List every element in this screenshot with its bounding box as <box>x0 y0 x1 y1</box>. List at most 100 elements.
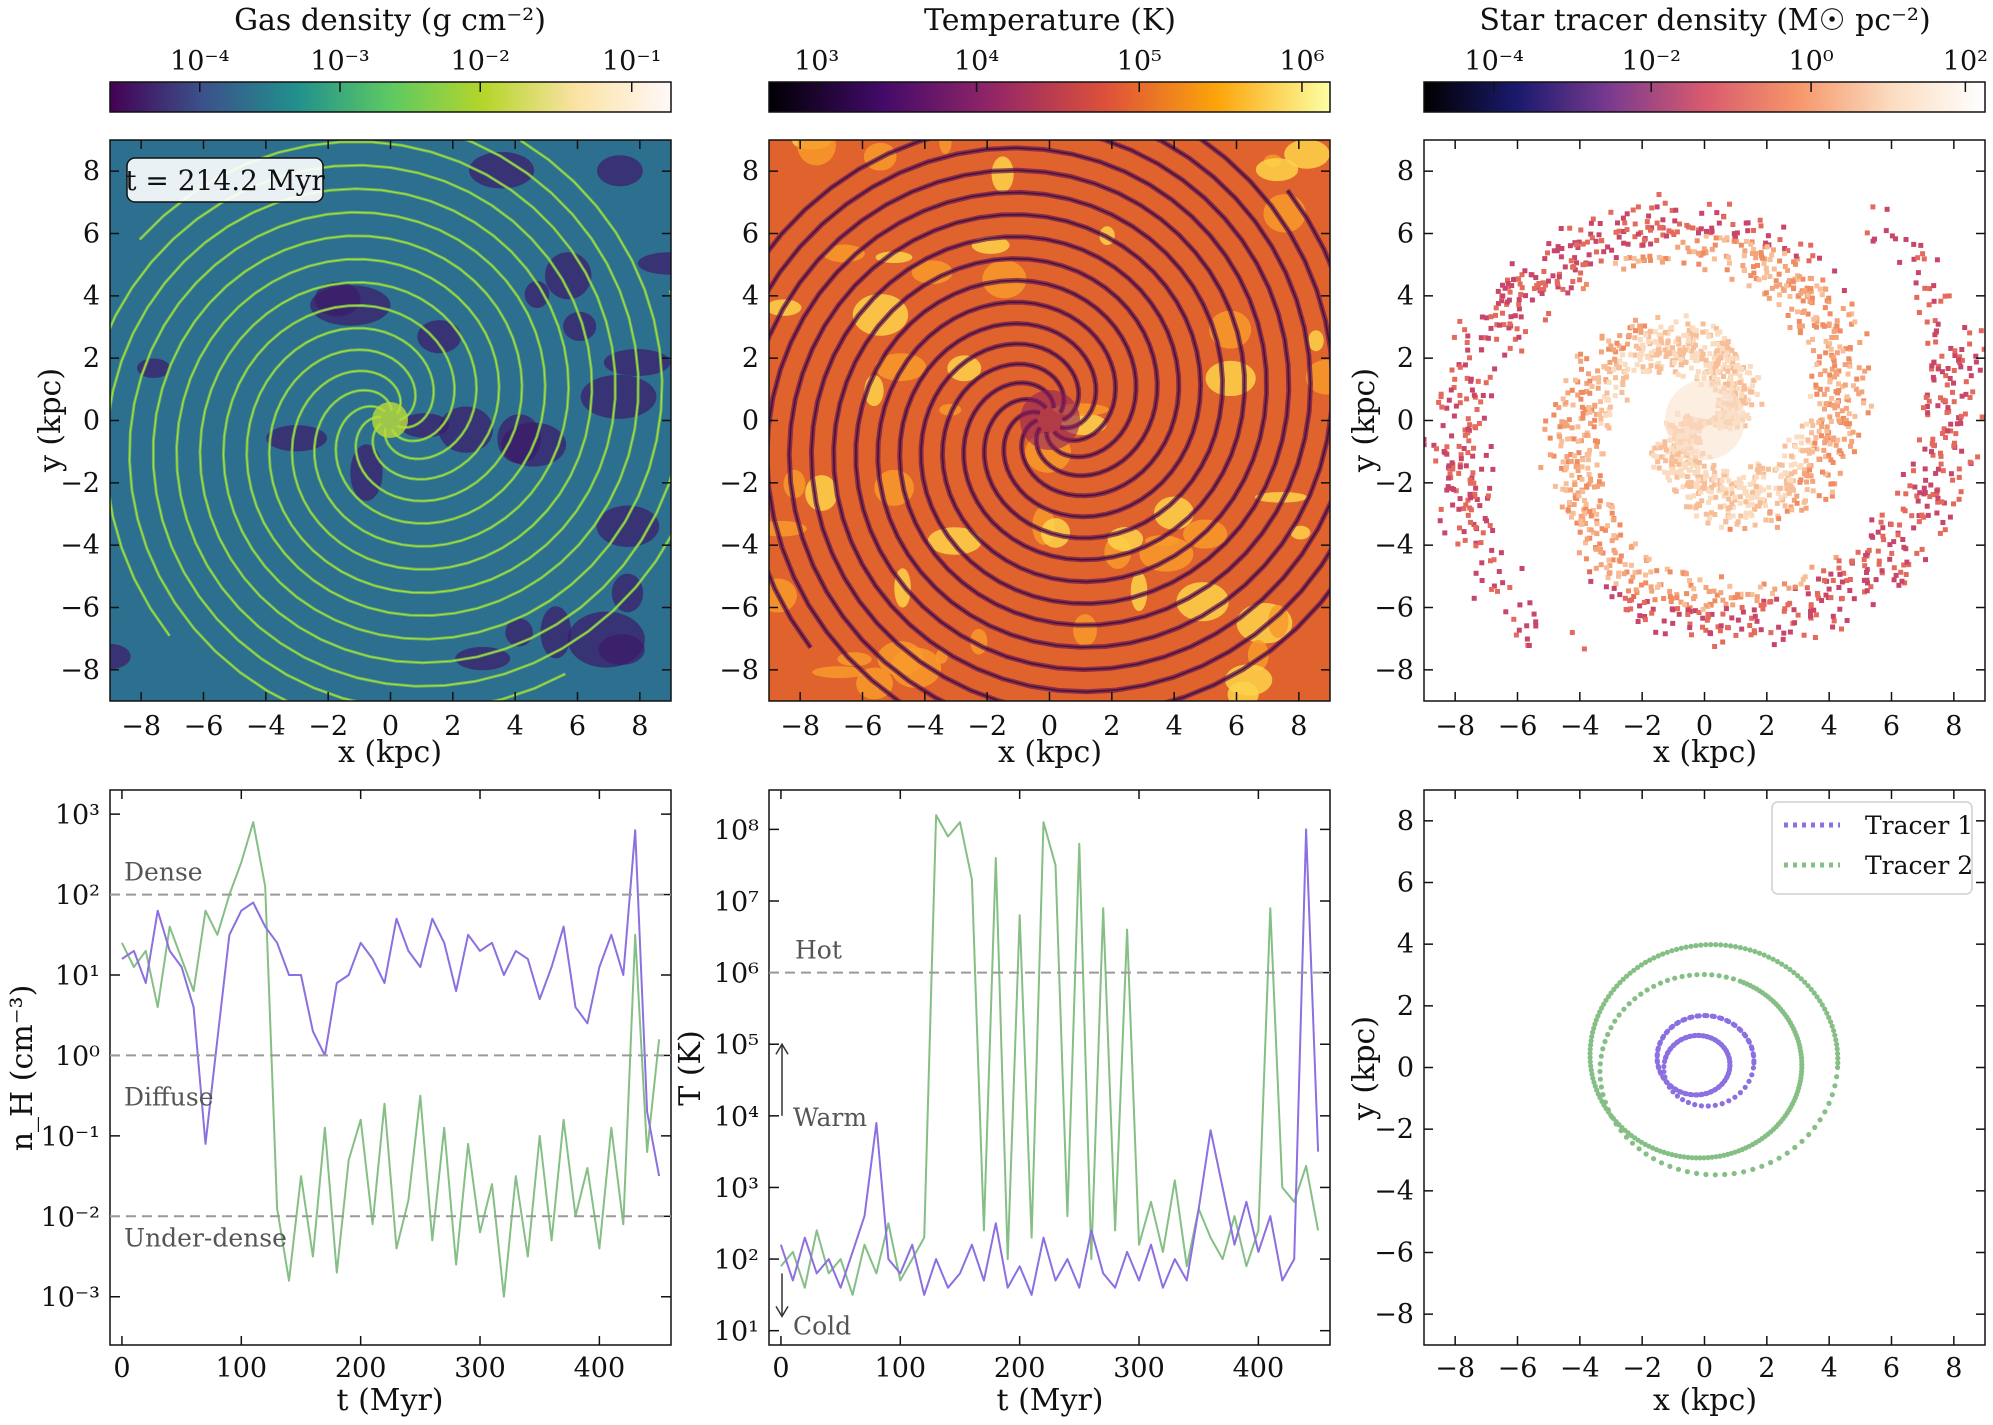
star-pixel <box>1720 639 1726 645</box>
star-pixel <box>1686 494 1692 500</box>
star-pixel <box>1733 632 1739 638</box>
orbit-point-tracer2 <box>1787 1020 1793 1026</box>
star-pixel <box>1707 495 1713 501</box>
star-pixel <box>1694 238 1700 244</box>
y-tick-label: 8 <box>1397 156 1414 187</box>
star-pixel <box>1727 260 1732 266</box>
star-pixel <box>1720 365 1726 371</box>
star-pixel <box>1721 237 1727 243</box>
gas-density-map-image <box>110 140 671 701</box>
star-pixel <box>1631 594 1637 599</box>
orbit-point-tracer1 <box>1668 1025 1674 1031</box>
star-pixel <box>1564 454 1570 459</box>
star-pixel <box>1746 397 1752 403</box>
star-pixel <box>1749 389 1755 395</box>
orbit-point-tracer2 <box>1592 1083 1598 1089</box>
star-pixel <box>1479 578 1485 583</box>
star-pixel <box>1461 506 1467 512</box>
star-pixel <box>1791 497 1797 503</box>
star-pixel <box>1741 383 1747 389</box>
star-pixel <box>1706 499 1712 505</box>
orbit-point-tracer2 <box>1750 1166 1756 1172</box>
star-pixel <box>1808 418 1814 424</box>
star-pixel <box>1533 619 1539 625</box>
star-pixel <box>1730 504 1736 510</box>
star-pixel <box>1468 378 1474 384</box>
star-pixel <box>1946 293 1952 299</box>
star-pixel <box>1586 371 1591 377</box>
star-pixel <box>1864 577 1870 583</box>
star-pixel <box>1870 534 1876 540</box>
x-tick-label: 0 <box>113 1353 130 1384</box>
star-pixel <box>1632 234 1638 240</box>
star-pixel <box>1584 452 1590 458</box>
star-pixel <box>1801 632 1807 638</box>
orbit-point-tracer2 <box>1591 1025 1597 1031</box>
star-pixel <box>1943 373 1949 379</box>
star-pixel <box>1868 403 1874 409</box>
threshold-label: Under-dense <box>124 1223 287 1252</box>
star-pixel <box>1516 302 1522 307</box>
star-pixel <box>1749 615 1755 621</box>
star-pixel <box>1746 283 1752 289</box>
star-pixel <box>1672 369 1678 375</box>
x-axis-label-temperature: x (kpc) <box>998 735 1102 770</box>
star-pixel <box>1709 484 1714 490</box>
orbit-point-tracer2 <box>1834 1046 1840 1052</box>
star-pixel <box>1771 642 1777 648</box>
star-pixel <box>1596 375 1602 381</box>
orbit-point-tracer2 <box>1741 1169 1747 1175</box>
star-pixel <box>1714 348 1720 354</box>
star-pixel <box>1687 621 1693 627</box>
orbit-point-tracer2 <box>1737 945 1743 951</box>
star-pixel <box>1823 338 1829 344</box>
orbit-point-tracer2 <box>1605 1031 1611 1038</box>
star-pixel <box>1617 333 1623 339</box>
star-pixel <box>1599 407 1605 413</box>
star-pixel <box>1889 550 1895 556</box>
orbit-point-tracer2 <box>1638 962 1645 968</box>
star-pixel <box>1613 358 1619 364</box>
star-pixel <box>1787 629 1793 635</box>
star-pixel <box>1601 249 1607 255</box>
star-pixel <box>1493 305 1499 311</box>
star-pixel <box>1797 330 1803 336</box>
star-pixel <box>1734 230 1740 236</box>
star-pixel <box>1608 209 1614 215</box>
star-pixel <box>1542 426 1548 432</box>
star-pixel <box>1833 442 1839 448</box>
y-tick-label: 0 <box>83 406 100 437</box>
orbit-point-tracer2 <box>1678 945 1684 951</box>
y-tick-label: 2 <box>742 343 759 374</box>
star-pixel <box>1702 481 1707 487</box>
star-pixel <box>1823 471 1829 477</box>
star-pixel <box>1622 220 1628 226</box>
star-pixel <box>1935 466 1941 472</box>
legend: Tracer 1 Tracer 2 <box>1771 801 1973 895</box>
star-pixel <box>1747 623 1753 628</box>
star-pixel <box>1713 364 1719 370</box>
star-pixel <box>1570 510 1576 516</box>
hot-patch <box>1308 330 1324 352</box>
x-tick-label: −8 <box>780 711 820 742</box>
star-pixel <box>1926 302 1932 308</box>
star-pixel <box>1609 538 1615 544</box>
star-pixel <box>1591 530 1597 536</box>
colorbar-star-tracer: Star tracer density (M☉ pc⁻²) 10⁻⁴ 10⁻² 10… <box>1423 3 1988 113</box>
star-pixel <box>1751 270 1757 276</box>
star-pixel <box>1579 522 1585 527</box>
star-pixel <box>1559 465 1565 471</box>
star-pixel <box>1694 374 1700 380</box>
orbit-point-tracer2 <box>1799 1058 1805 1064</box>
star-pixel <box>1727 514 1732 520</box>
density-void <box>596 155 643 187</box>
orbit-point-tracer2 <box>1608 1112 1614 1118</box>
star-pixel <box>1645 369 1651 374</box>
star-pixel <box>1580 457 1586 463</box>
star-pixel <box>1568 285 1574 291</box>
star-pixel <box>1580 410 1586 416</box>
star-pixel <box>1958 489 1964 495</box>
star-pixel <box>1931 359 1937 365</box>
star-pixel <box>1743 489 1749 495</box>
orbit-point-tracer2 <box>1629 1140 1636 1146</box>
